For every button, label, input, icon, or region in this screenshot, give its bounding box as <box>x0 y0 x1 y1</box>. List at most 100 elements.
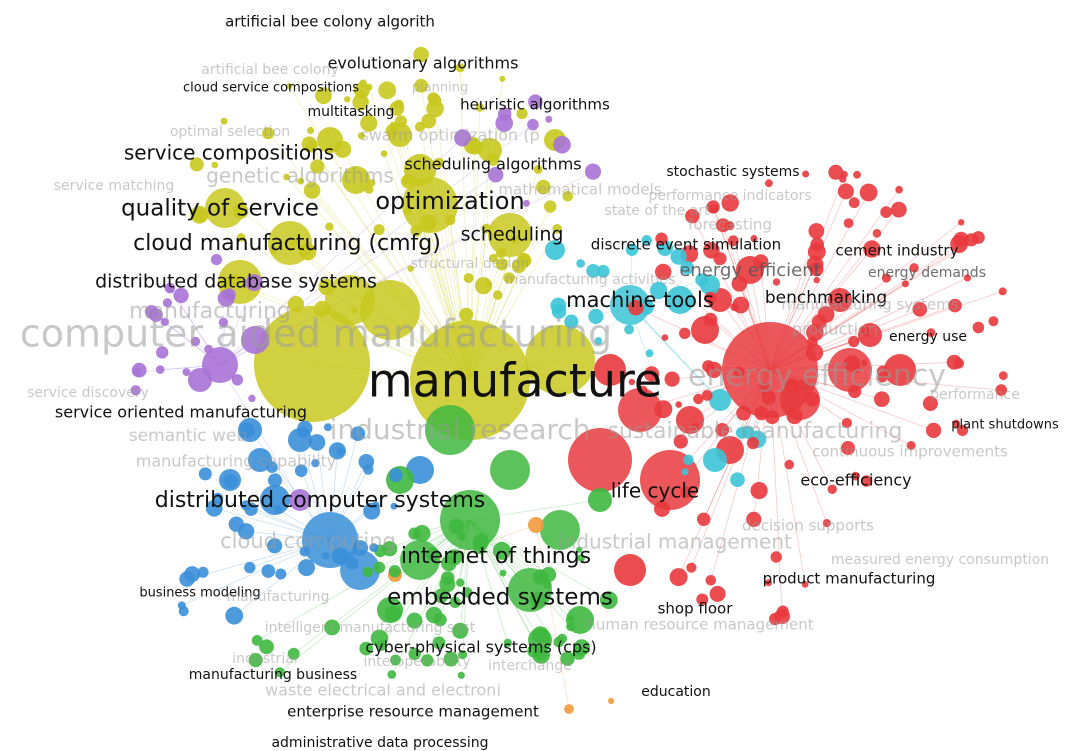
keyword-node[interactable] <box>352 93 369 111</box>
keyword-node[interactable] <box>713 252 727 266</box>
keyword-node[interactable] <box>761 390 776 405</box>
keyword-node[interactable] <box>368 179 376 187</box>
keyword-node[interactable] <box>369 543 379 553</box>
keyword-node[interactable] <box>220 117 228 125</box>
keyword-label[interactable]: mathematical models <box>498 181 661 199</box>
keyword-node[interactable] <box>245 274 263 292</box>
keyword-node[interactable] <box>681 468 689 476</box>
keyword-node[interactable] <box>182 368 191 377</box>
keyword-node[interactable] <box>874 391 890 408</box>
keyword-node[interactable] <box>144 305 159 319</box>
keyword-node[interactable] <box>544 200 557 213</box>
keyword-node[interactable] <box>297 177 305 185</box>
keyword-node[interactable] <box>251 635 263 646</box>
keyword-node[interactable] <box>552 224 562 234</box>
keyword-node[interactable] <box>695 273 709 287</box>
keyword-node[interactable] <box>221 276 235 290</box>
keyword-node[interactable] <box>419 214 437 232</box>
keyword-node[interactable] <box>680 260 694 275</box>
keyword-node[interactable] <box>972 321 985 334</box>
keyword-node[interactable] <box>274 505 283 514</box>
keyword-node[interactable] <box>704 291 717 304</box>
keyword-node[interactable] <box>637 385 648 396</box>
keyword-node[interactable] <box>736 405 751 421</box>
keyword-node[interactable] <box>709 389 731 411</box>
keyword-node[interactable] <box>311 459 320 468</box>
keyword-node[interactable] <box>445 214 456 226</box>
keyword-node[interactable] <box>540 510 580 550</box>
keyword-node[interactable] <box>703 448 727 472</box>
keyword-node[interactable] <box>567 614 575 622</box>
keyword-node[interactable] <box>586 264 601 278</box>
keyword-node[interactable] <box>730 472 745 488</box>
keyword-label[interactable]: manufacturing <box>227 589 330 605</box>
keyword-node[interactable] <box>364 184 374 194</box>
keyword-node[interactable] <box>173 287 189 304</box>
keyword-node[interactable] <box>421 654 434 667</box>
keyword-node[interactable] <box>725 221 735 231</box>
keyword-label[interactable]: multitasking <box>308 104 395 120</box>
keyword-node[interactable] <box>454 129 472 147</box>
keyword-node[interactable] <box>696 593 709 606</box>
keyword-node[interactable] <box>378 81 397 100</box>
keyword-node[interactable] <box>848 384 862 399</box>
keyword-node[interactable] <box>784 459 794 470</box>
keyword-label[interactable]: production <box>792 320 878 339</box>
keyword-label[interactable]: measured energy consumption <box>831 552 1049 568</box>
keyword-node[interactable] <box>308 434 326 451</box>
keyword-node[interactable] <box>880 206 893 219</box>
keyword-node[interactable] <box>362 566 373 578</box>
keyword-node[interactable] <box>352 540 369 556</box>
keyword-node[interactable] <box>705 575 717 586</box>
keyword-label[interactable]: discrete event simulation <box>591 236 781 254</box>
keyword-node[interactable] <box>685 208 700 224</box>
keyword-node[interactable] <box>523 199 530 207</box>
keyword-label[interactable]: embedded systems <box>387 585 613 611</box>
keyword-node[interactable] <box>359 79 367 88</box>
keyword-node[interactable] <box>661 334 669 341</box>
keyword-node[interactable] <box>211 161 219 169</box>
keyword-node[interactable] <box>750 482 768 500</box>
keyword-node[interactable] <box>963 274 972 282</box>
keyword-label[interactable]: cloud computing <box>220 529 396 553</box>
keyword-node[interactable] <box>433 157 445 168</box>
keyword-node[interactable] <box>618 388 662 432</box>
keyword-node[interactable] <box>489 253 498 263</box>
keyword-node[interactable] <box>772 278 781 286</box>
keyword-node[interactable] <box>645 349 654 358</box>
keyword-label[interactable]: machine tools <box>566 288 714 312</box>
keyword-node[interactable] <box>527 118 539 131</box>
keyword-node[interactable] <box>670 248 687 265</box>
keyword-node[interactable] <box>323 423 332 432</box>
keyword-node[interactable] <box>177 601 186 610</box>
keyword-node[interactable] <box>289 237 299 247</box>
keyword-node[interactable] <box>406 612 423 629</box>
keyword-node[interactable] <box>533 165 543 174</box>
keyword-node[interactable] <box>956 424 969 436</box>
keyword-node[interactable] <box>584 163 602 180</box>
keyword-node[interactable] <box>860 359 868 366</box>
keyword-node[interactable] <box>359 641 374 656</box>
keyword-node[interactable] <box>731 276 748 292</box>
keyword-node[interactable] <box>853 170 861 179</box>
keyword-node[interactable] <box>901 280 909 288</box>
keyword-node[interactable] <box>564 704 574 714</box>
keyword-node[interactable] <box>528 94 543 109</box>
keyword-node[interactable] <box>769 612 782 626</box>
keyword-label[interactable]: computer aided manufacturing <box>20 312 612 356</box>
keyword-node[interactable] <box>325 222 334 231</box>
keyword-node[interactable] <box>588 488 612 512</box>
keyword-node[interactable] <box>267 538 283 554</box>
keyword-label[interactable]: industrial management <box>558 530 792 554</box>
keyword-node[interactable] <box>995 384 1007 396</box>
keyword-node[interactable] <box>283 173 290 181</box>
keyword-node[interactable] <box>641 235 652 246</box>
keyword-node[interactable] <box>254 306 370 422</box>
keyword-node[interactable] <box>666 286 694 314</box>
keyword-label[interactable]: cloud service compositions <box>183 81 359 96</box>
keyword-node[interactable] <box>679 327 691 339</box>
keyword-node[interactable] <box>628 299 644 316</box>
keyword-node[interactable] <box>860 475 873 487</box>
keyword-label[interactable]: manufacturing activities <box>505 272 676 288</box>
keyword-node[interactable] <box>248 448 272 472</box>
